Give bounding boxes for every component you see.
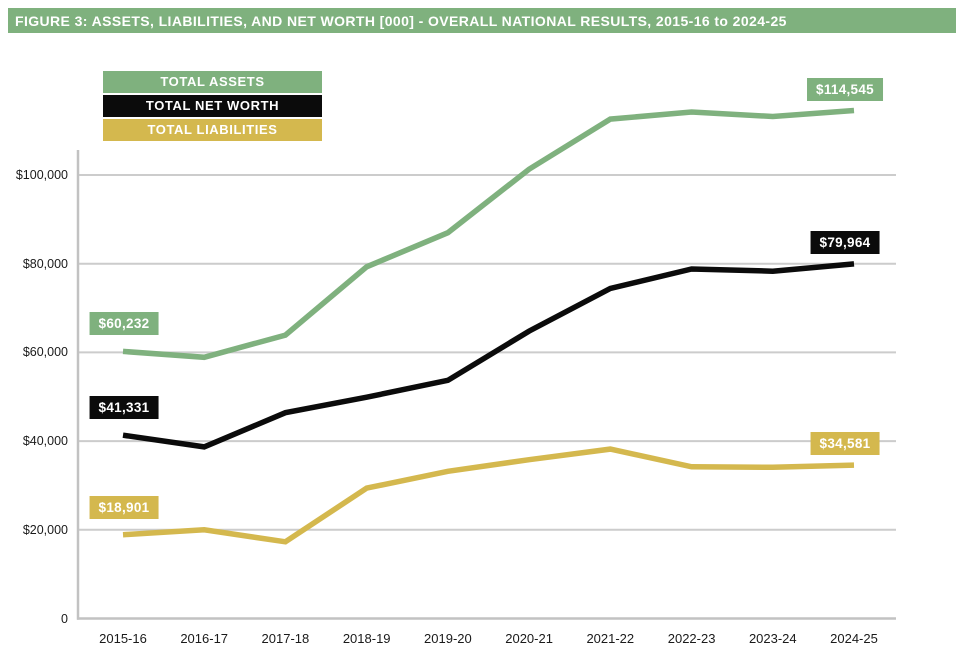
- x-tick-2019-20: 2019-20: [424, 631, 472, 646]
- x-tick-2020-21: 2020-21: [505, 631, 553, 646]
- y-tick-0: 0: [61, 611, 68, 626]
- y-tick-100000: $100,000: [15, 168, 68, 182]
- y-tick-40000: $40,000: [22, 434, 68, 449]
- x-tick-2022-23: 2022-23: [667, 631, 716, 646]
- x-tick-2017-18: 2017-18: [261, 631, 310, 646]
- x-tick-2016-17: 2016-17: [180, 631, 229, 646]
- x-tick-2015-16: 2015-16: [99, 631, 147, 646]
- data-label-total-liabilities-first: $18,901: [89, 495, 159, 519]
- x-tick-2024-25: 2024-25: [830, 631, 878, 646]
- legend-item-total-net-worth: TOTAL NET WORTH: [103, 95, 322, 117]
- line-total-assets: [122, 107, 855, 361]
- figure-title-bar: FIGURE 3: ASSETS, LIABILITIES, AND NET W…: [8, 8, 956, 33]
- legend-item-total-assets: TOTAL ASSETS: [103, 71, 322, 93]
- data-label-total-liabilities-last: $34,581: [810, 432, 880, 456]
- line-total-net-worth: [122, 261, 855, 450]
- legend-item-total-liabilities: TOTAL LIABILITIES: [103, 119, 322, 141]
- data-label-total-net-worth-first: $41,331: [89, 396, 159, 420]
- data-label-total-assets-first: $60,232: [89, 312, 159, 336]
- data-label-total-net-worth-last: $79,964: [810, 230, 880, 254]
- y-tick-80000: $80,000: [22, 256, 68, 271]
- figure-title: FIGURE 3: ASSETS, LIABILITIES, AND NET W…: [15, 12, 787, 29]
- line-total-liabilities: [122, 446, 855, 545]
- chart-legend: TOTAL ASSETS TOTAL NET WORTH TOTAL LIABI…: [103, 71, 322, 143]
- x-tick-2023-24: 2023-24: [748, 631, 797, 646]
- x-tick-2021-22: 2021-22: [586, 631, 635, 646]
- x-tick-2018-19: 2018-19: [342, 631, 391, 646]
- y-tick-20000: $20,000: [22, 522, 68, 537]
- data-label-total-assets-last: $114,545: [807, 77, 883, 101]
- y-tick-60000: $60,000: [22, 345, 68, 360]
